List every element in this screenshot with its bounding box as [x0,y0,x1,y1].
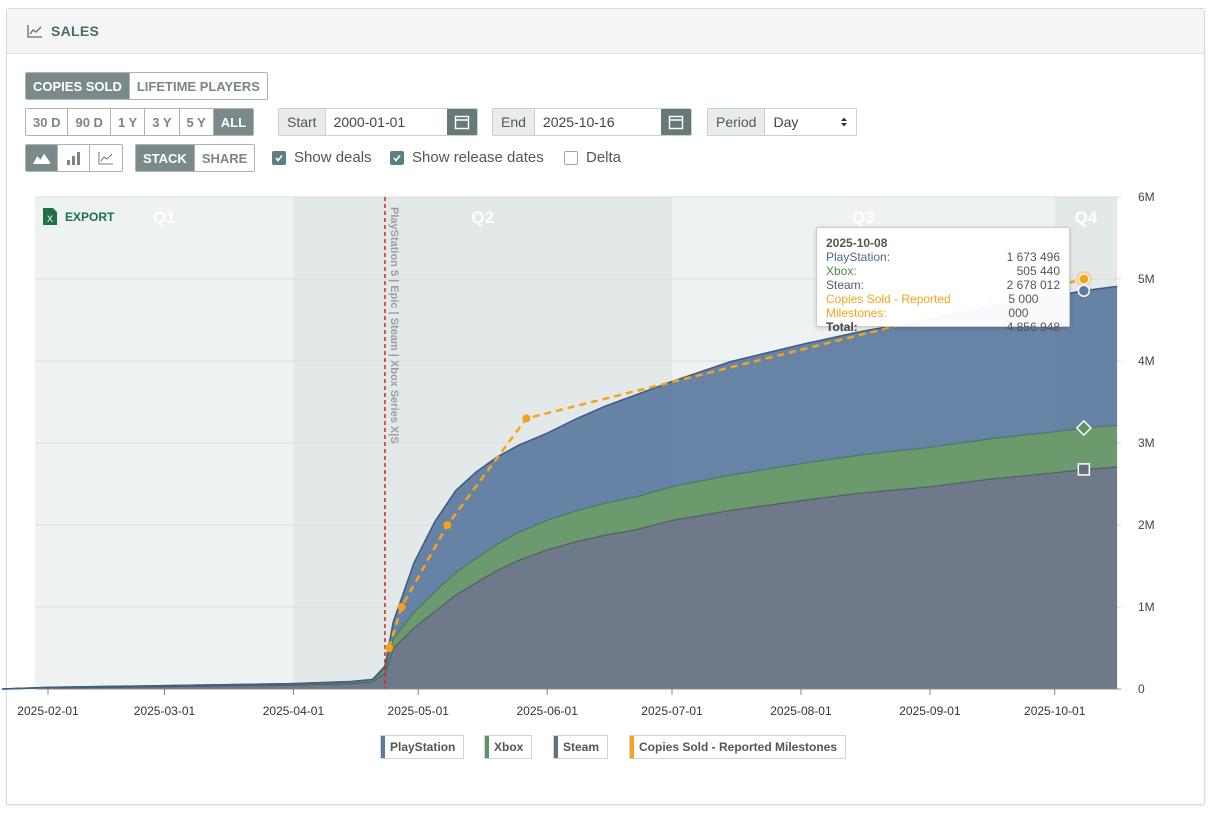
delta-option[interactable]: Delta [564,149,621,166]
start-label: Start [279,109,326,135]
period-field: Period Day [707,108,857,136]
tooltip-label: Xbox: [826,264,857,278]
legend-item-steam[interactable]: Steam [553,735,609,759]
tooltip-value: 505 440 [1016,264,1060,278]
tooltip-row-playstation: PlayStation: 1 673 496 [826,250,1060,264]
legend-label: Copies Sold - Reported Milestones [639,740,838,754]
share-button[interactable]: SHARE [194,145,255,171]
period-select[interactable]: Day [765,109,856,135]
range-5y-button[interactable]: 5 Y [179,109,214,135]
start-calendar-button[interactable] [447,109,477,135]
show-release-dates-option[interactable]: Show release dates [390,149,544,166]
tooltip-total-label: Total: [826,320,858,334]
range-3y-button[interactable]: 3 Y [145,109,180,135]
tooltip-label: Steam: [826,278,865,292]
legend-label: Xbox [494,740,524,754]
panel-title: SALES [51,23,100,39]
end-label: End [493,109,535,135]
delta-label: Delta [586,149,622,166]
tab-copies-sold[interactable]: COPIES SOLD [26,73,130,99]
svg-text:X: X [47,214,53,224]
area-chart-icon [33,153,50,164]
start-date-input[interactable]: 2000-01-01 [325,109,447,135]
chart-tooltip: 2025-10-08 PlayStation: 1 673 496 Xbox: 50… [816,227,1070,334]
legend-swatch [381,736,385,758]
tooltip-date: 2025-10-08 [826,236,888,250]
show-deals-option[interactable]: Show deals [272,149,372,166]
line-chart-button[interactable] [90,145,122,171]
tooltip-row-total: Total: 4 856 948 [826,320,1060,334]
show-deals-label: Show deals [294,149,372,166]
calendar-icon [454,115,470,130]
start-date-field: Start 2000-01-01 [278,108,478,136]
legend-item-xbox[interactable]: Xbox [484,735,533,759]
panel-header: SALES [7,9,1204,54]
end-calendar-button[interactable] [661,109,691,135]
bar-chart-icon [66,152,80,165]
tooltip-row-xbox: Xbox: 505 440 [826,264,1060,278]
legend-label: Steam [563,740,600,754]
legend-label: PlayStation [390,740,456,754]
select-arrows-icon [841,117,847,127]
legend-swatch [630,736,634,758]
legend-item-playstation[interactable]: PlayStation [380,735,465,759]
period-value: Day [773,114,799,130]
end-date-input[interactable]: 2025-10-16 [534,109,661,135]
tooltip-value: 1 673 496 [1006,250,1060,264]
show-release-dates-checkbox[interactable] [390,150,404,165]
show-release-dates-label: Show release dates [412,149,544,166]
tooltip-value: 5 000 000 [1008,292,1039,320]
legend-item-milestones[interactable]: Copies Sold - Reported Milestones [629,735,847,759]
chart-line-icon [27,25,42,38]
range-all-button[interactable]: ALL [213,109,254,135]
mode-buttons: STACK SHARE [135,144,256,172]
range-90d-button[interactable]: 90 D [68,109,111,135]
legend-swatch [485,736,489,758]
period-label: Period [708,109,766,135]
line-chart-icon [98,152,113,165]
tooltip-value: 2 678 012 [1006,278,1060,292]
legend-swatch [554,736,558,758]
check-icon [393,154,401,162]
export-button[interactable]: X EXPORT [42,207,114,226]
tooltip-label: PlayStation: [826,250,891,264]
calendar-icon [668,115,684,130]
tooltip-row-milestones: Copies Sold - Reported Milestones: 5 000 … [826,292,1060,320]
excel-icon: X [43,208,57,225]
range-1y-button[interactable]: 1 Y [110,109,146,135]
metric-tabs: COPIES SOLD LIFETIME PLAYERS [25,72,268,100]
show-deals-checkbox[interactable] [272,150,286,165]
chart-type-buttons [25,144,123,172]
check-icon [275,154,283,162]
bar-chart-button[interactable] [58,145,90,171]
tooltip-label: Copies Sold - Reported Milestones: [826,292,951,320]
stack-button[interactable]: STACK [136,145,195,171]
tooltip-row-steam: Steam: 2 678 012 [826,278,1060,292]
delta-checkbox[interactable] [564,150,578,165]
area-chart-button[interactable] [26,145,58,171]
range-30d-button[interactable]: 30 D [26,109,69,135]
range-buttons: 30 D 90 D 1 Y 3 Y 5 Y ALL [25,108,255,136]
export-label: EXPORT [65,209,115,224]
tooltip-total-value: 4 856 948 [1006,320,1060,334]
end-date-field: End 2025-10-16 [492,108,692,136]
tab-lifetime-players[interactable]: LIFETIME PLAYERS [129,73,267,99]
